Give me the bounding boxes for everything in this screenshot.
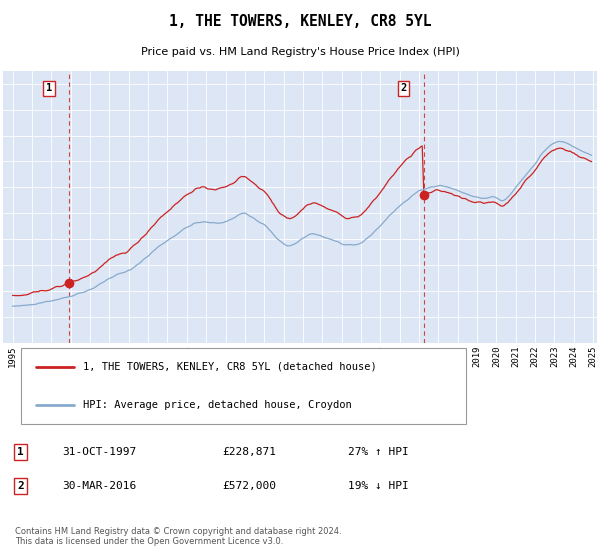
Text: 31-OCT-1997: 31-OCT-1997 — [62, 447, 137, 457]
Text: 2: 2 — [401, 83, 407, 93]
Text: 1: 1 — [46, 83, 52, 93]
Text: 1, THE TOWERS, KENLEY, CR8 5YL: 1, THE TOWERS, KENLEY, CR8 5YL — [169, 14, 431, 29]
Text: Price paid vs. HM Land Registry's House Price Index (HPI): Price paid vs. HM Land Registry's House … — [140, 47, 460, 57]
Text: HPI: Average price, detached house, Croydon: HPI: Average price, detached house, Croy… — [83, 400, 352, 410]
FancyBboxPatch shape — [21, 348, 466, 424]
Text: £228,871: £228,871 — [223, 447, 277, 457]
Text: 1, THE TOWERS, KENLEY, CR8 5YL (detached house): 1, THE TOWERS, KENLEY, CR8 5YL (detached… — [83, 362, 377, 372]
Text: Contains HM Land Registry data © Crown copyright and database right 2024.
This d: Contains HM Land Registry data © Crown c… — [15, 527, 341, 547]
Text: £572,000: £572,000 — [223, 480, 277, 491]
Text: 19% ↓ HPI: 19% ↓ HPI — [347, 480, 408, 491]
Text: 1: 1 — [17, 447, 24, 457]
Text: 27% ↑ HPI: 27% ↑ HPI — [347, 447, 408, 457]
Text: 30-MAR-2016: 30-MAR-2016 — [62, 480, 137, 491]
Text: 2: 2 — [17, 480, 24, 491]
